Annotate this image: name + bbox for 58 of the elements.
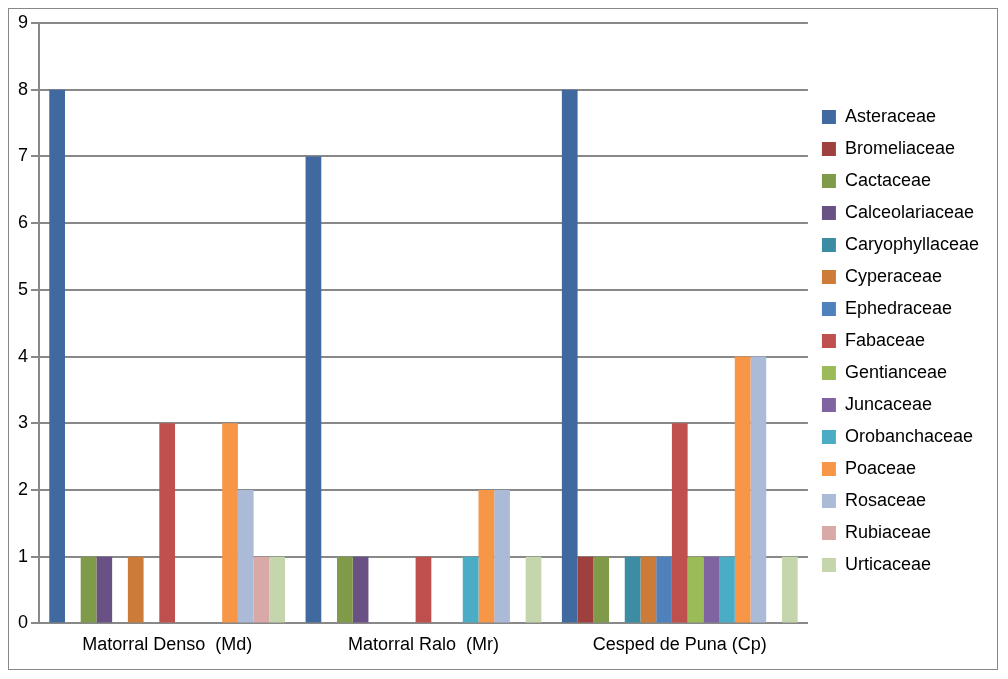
y-tick-label: 2: [18, 478, 29, 499]
legend-label: Ephedraceae: [844, 297, 953, 318]
bar: [222, 423, 238, 623]
bar: [593, 556, 610, 623]
bar: [577, 556, 594, 623]
x-tick-label: Matorral Denso (Md): [82, 634, 253, 655]
y-tick-label: 8: [18, 78, 29, 99]
bar: [415, 556, 432, 623]
bar: [49, 89, 65, 623]
y-tick-label: 7: [18, 145, 29, 166]
bar: [494, 489, 510, 623]
bar: [337, 556, 353, 623]
bar: [734, 356, 751, 623]
y-tick-label: 1: [18, 545, 29, 566]
legend-label: Orobanchaceae: [844, 425, 974, 446]
legend-label: Rubiaceae: [844, 521, 931, 542]
bar: [478, 489, 495, 623]
legend-label: Gentianceae: [844, 361, 947, 382]
y-tick-label: 5: [18, 278, 29, 299]
bar: [96, 556, 113, 623]
bar: [525, 556, 542, 623]
legend-label: Calceolariaceae: [844, 201, 974, 222]
bar: [80, 556, 97, 623]
legend-label: Caryophyllaceae: [844, 233, 979, 254]
bar: [462, 556, 479, 623]
bar: [561, 89, 578, 623]
y-tick-label: 0: [18, 612, 29, 633]
legend-label: Fabaceae: [844, 329, 925, 350]
bar: [671, 423, 688, 623]
legend-label: Asteraceae: [844, 105, 936, 126]
bar: [305, 156, 322, 623]
legend-label: Bromeliaceae: [844, 137, 955, 158]
bar: [127, 556, 144, 623]
bar: [687, 556, 704, 623]
legend-label: Cactaceae: [844, 169, 931, 190]
x-tick-label: Matorral Ralo (Mr): [347, 634, 499, 655]
bar: [159, 423, 176, 623]
bar: [624, 556, 641, 623]
legend-label: Urticaceae: [844, 553, 931, 574]
y-tick-label: 3: [18, 412, 29, 433]
bar: [237, 489, 254, 623]
bar: [253, 556, 270, 623]
y-tick-label: 4: [18, 345, 29, 366]
legend-label: Cyperaceae: [844, 265, 942, 286]
bar: [640, 556, 657, 623]
legend-label: Rosaceae: [844, 489, 926, 510]
bar: [269, 556, 286, 623]
bar: [719, 556, 735, 623]
bar: [352, 556, 369, 623]
bar: [703, 556, 720, 623]
legend-label: Juncaceae: [844, 393, 932, 414]
x-tick-label: Cesped de Puna (Cp): [592, 634, 767, 655]
y-tick-label: 9: [18, 11, 29, 32]
bar: [750, 356, 767, 623]
bar: [781, 556, 798, 623]
legend-label: Poaceae: [844, 457, 916, 478]
y-tick-label: 6: [18, 212, 29, 233]
bar: [656, 556, 672, 623]
